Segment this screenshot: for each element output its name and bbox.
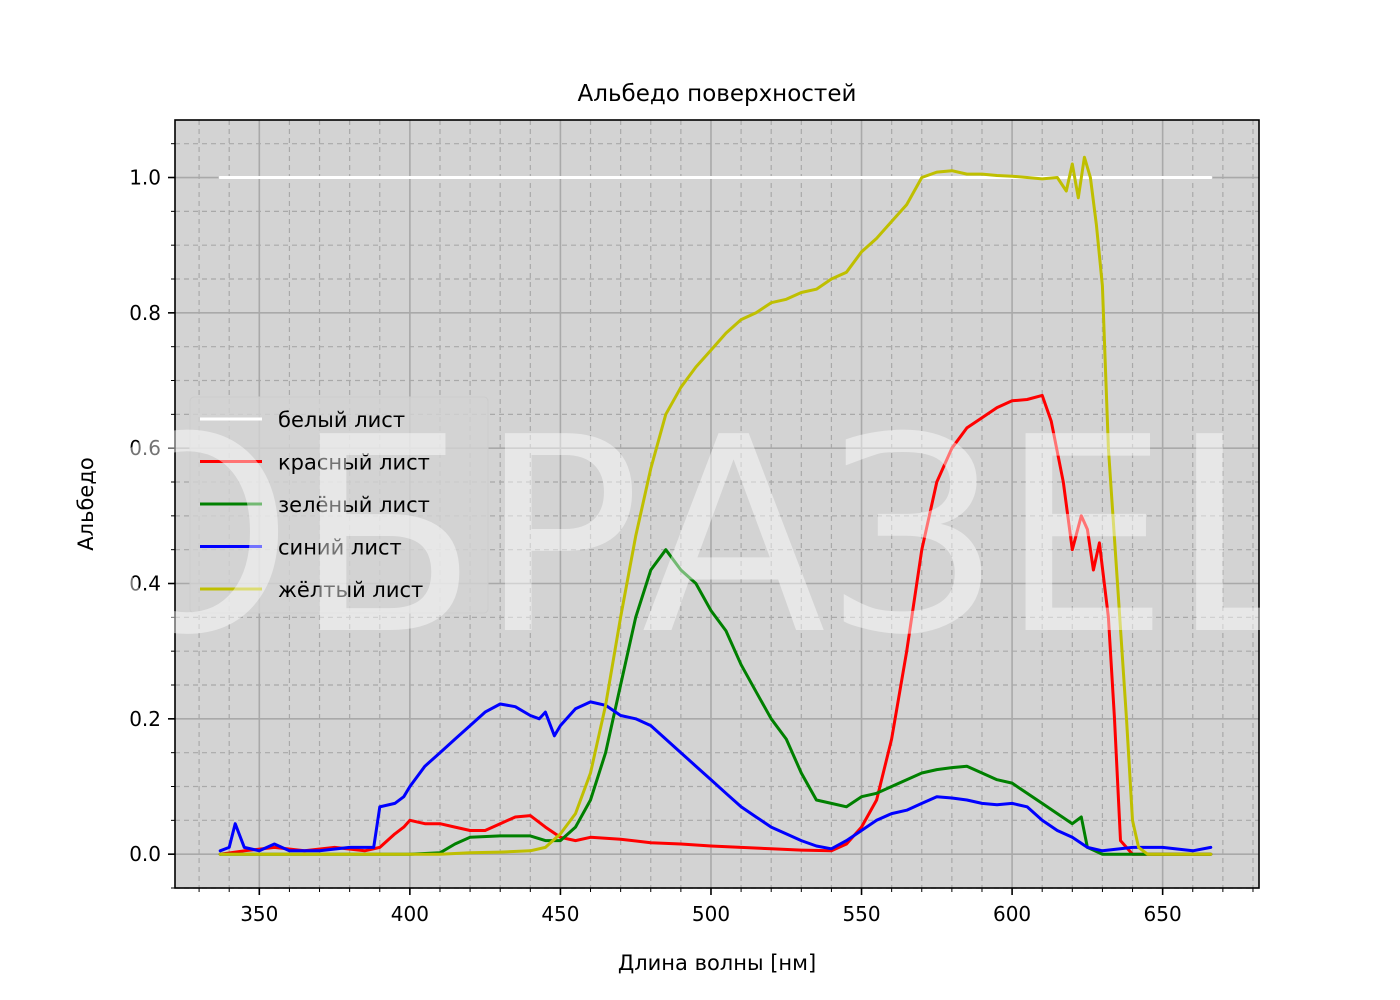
series-line-3 <box>218 700 1213 853</box>
x-axis-label: Длина волны [нм] <box>618 951 816 975</box>
x-tick-label: 550 <box>842 902 880 926</box>
y-tick-label: 0.8 <box>129 301 161 325</box>
x-tick-label: 600 <box>993 902 1031 926</box>
y-tick-label: 0.4 <box>129 572 161 596</box>
x-tick-label: 400 <box>391 902 429 926</box>
y-tick-label: 0.2 <box>129 707 161 731</box>
legend-label: жёлтый лист <box>278 578 423 602</box>
legend-label: красный лист <box>278 451 430 475</box>
x-tick-label: 450 <box>541 902 579 926</box>
series-layer <box>218 155 1213 856</box>
x-axis: 350 400 450 500 550 600 650 <box>198 888 1254 926</box>
legend: белый лист красный лист зелёный лист синий … <box>189 396 489 614</box>
legend-label: белый лист <box>278 408 405 432</box>
series-line-4 <box>218 155 1213 856</box>
y-tick-label: 1.0 <box>129 166 161 190</box>
y-axis-label: Альбедо <box>74 457 98 550</box>
y-tick-label: 0.0 <box>129 842 161 866</box>
chart-title: Альбедо поверхностей <box>578 81 857 107</box>
legend-label: зелёный лист <box>278 493 430 517</box>
x-tick-label: 350 <box>240 902 278 926</box>
x-tick-label: 650 <box>1144 902 1182 926</box>
y-tick-label: 0.6 <box>129 436 161 460</box>
legend-label: синий лист <box>278 536 402 560</box>
series-line-2 <box>218 548 1213 856</box>
y-axis: 0.0 0.2 0.4 0.6 0.8 1.0 <box>129 143 175 889</box>
legend-box <box>189 396 489 614</box>
watermark-text: ОБРАЗЕЦ <box>81 379 1380 694</box>
series-line-1 <box>218 393 1213 856</box>
x-tick-label: 500 <box>692 902 730 926</box>
plot-frame <box>174 119 1260 889</box>
